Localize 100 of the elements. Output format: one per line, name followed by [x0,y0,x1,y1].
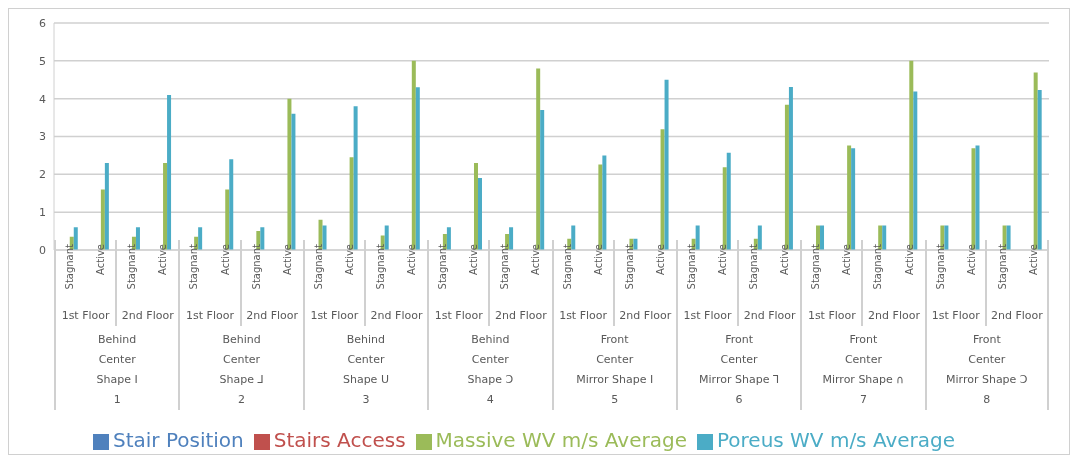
x-tick-label: Stagnant [810,243,822,290]
x-tick-label: Stagnant [64,243,76,290]
y-tick-label: 4 [39,92,46,106]
text: Behind [345,332,387,348]
text: 1st Floor [930,308,981,324]
x-tick-label: Active [717,244,729,275]
bar [167,94,172,250]
bar [944,225,949,250]
bar [913,91,918,250]
text: Behind [470,332,511,348]
text: 1st Floor [806,308,857,324]
x-tick-label: Stagnant [872,243,884,290]
x-tick-label: Stagnant [499,243,511,290]
x-tick-label: Active [903,244,915,275]
x-tick-label: Stagnant [374,243,386,290]
text: 2nd Floor [742,308,797,324]
legend-label: Stairs Access [273,428,406,452]
x-tick-label: Active [281,244,293,275]
bar [540,110,545,250]
text: Mirror Shape ⅂ [698,372,781,388]
legend-label: Massive WV m/s Average [435,428,687,452]
bar [1006,225,1011,250]
x-tick-label: Active [654,244,666,275]
y-tick-label: 0 [39,243,46,257]
x-tick-label: Stagnant [623,243,635,290]
bar [882,225,887,250]
bar [198,227,203,250]
legend-label: Stair Position [112,428,244,452]
x-tick-label: Active [1027,244,1039,275]
text: 1st Floor [185,308,235,324]
text: 2nd Floor [369,308,424,324]
text: 1st Floor [309,308,360,324]
text: 2nd Floor [494,308,548,324]
y-tick-label: 2 [39,168,46,182]
text: 2nd Floor [120,308,175,324]
text: 7 [858,392,868,408]
text: 6 [734,392,744,408]
text: Center [719,352,759,368]
text: Center [967,352,1007,368]
text: Shape U [341,372,390,388]
text: Center [222,352,262,368]
x-tick-label: Active [965,244,977,275]
bar [415,87,420,250]
text: 4 [485,392,495,408]
bar [664,79,669,250]
bar [1037,89,1042,250]
text: Shape Ɔ [466,372,515,388]
text: Shape ⅃ [218,372,265,388]
text: Center [470,352,510,368]
bar [135,227,140,250]
x-tick-label: Stagnant [188,243,200,290]
x-tick-label: Active [592,244,604,275]
text: 5 [610,392,620,408]
text: Front [848,332,879,348]
bar [509,227,514,250]
text: Shape I [95,372,139,388]
text: 2nd Floor [245,308,300,324]
x-tick-label: Active [530,244,542,275]
text: Center [595,352,635,368]
text: 1st Floor [558,308,609,324]
y-tick-label: 5 [39,54,46,68]
text: Center [843,352,883,368]
x-tick-label: Stagnant [685,243,697,290]
bar [322,225,327,250]
x-tick-label: Active [157,244,169,275]
legend-label: Poreus WV m/s Average [716,428,956,452]
text: 1st Floor [433,308,484,324]
bar [229,159,234,250]
bar [477,178,482,250]
text: Mirror Shape ∩ [821,372,906,388]
bar [975,145,980,250]
text: Behind [221,332,262,348]
x-tick-label: Active [219,244,231,275]
bar [726,152,731,250]
text: 2 [237,392,247,408]
bar [446,227,451,250]
bar [571,225,576,250]
bar [788,86,793,250]
bar [353,106,358,250]
x-tick-label: Stagnant [250,243,262,290]
bar [260,227,265,250]
x-tick-label: Active [95,244,107,275]
bar [820,225,825,250]
text: 2nd Floor [867,308,921,324]
x-tick-label: Active [406,244,418,275]
text: Mirror Shape Ɔ [945,372,1029,388]
text: Center [346,352,386,368]
bar [73,227,78,250]
x-tick-label: Active [468,244,480,275]
bar [291,113,296,250]
x-tick-label: Active [343,244,355,275]
text: 1st Floor [60,308,111,324]
y-tick-label: 3 [39,130,46,144]
text: 3 [361,392,371,408]
bar [104,162,109,250]
bar [695,225,700,250]
x-tick-label: Active [841,244,853,275]
y-tick-label: 1 [39,206,46,220]
text: Center [97,352,137,368]
y-tick-label: 6 [39,16,46,30]
